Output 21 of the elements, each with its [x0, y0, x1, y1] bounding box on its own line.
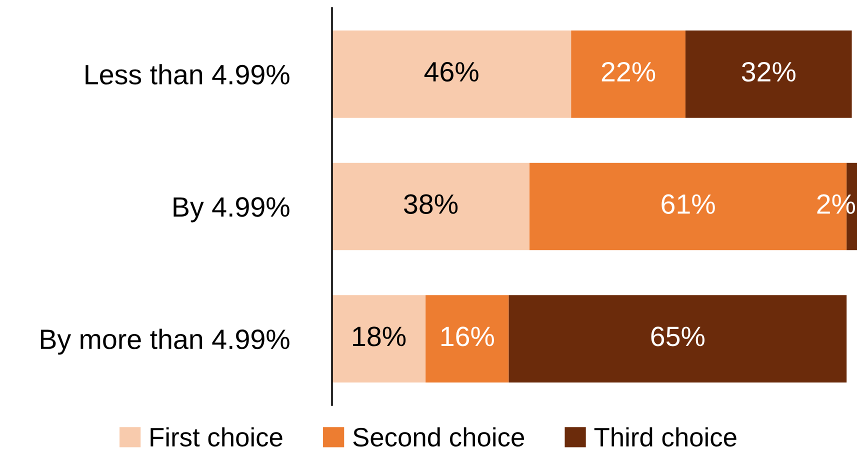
y-tick-label: Less than 4.99%	[86, 64, 290, 85]
bar	[571, 30, 686, 118]
legend-label: Second choice	[353, 427, 524, 447]
data-label: 46%	[424, 62, 478, 82]
data-label: 65%	[651, 326, 704, 346]
bar	[332, 295, 426, 383]
bar	[332, 162, 530, 250]
data-label: 38%	[404, 194, 458, 214]
data-label: 16%	[441, 326, 494, 346]
data-label: 18%	[353, 326, 406, 346]
bar	[508, 295, 847, 383]
bar	[426, 295, 509, 383]
y-tick-label: By 4.99%	[174, 197, 290, 222]
bar	[332, 30, 572, 118]
data-label: 22%	[602, 62, 656, 82]
data-label: 32%	[742, 62, 796, 82]
bar	[685, 30, 852, 118]
data-label: 61%	[662, 194, 715, 214]
legend-label: First choice	[150, 427, 282, 447]
y-tick-label: By more than 4.99%	[40, 328, 290, 355]
legend-label: Third choice	[594, 427, 736, 447]
